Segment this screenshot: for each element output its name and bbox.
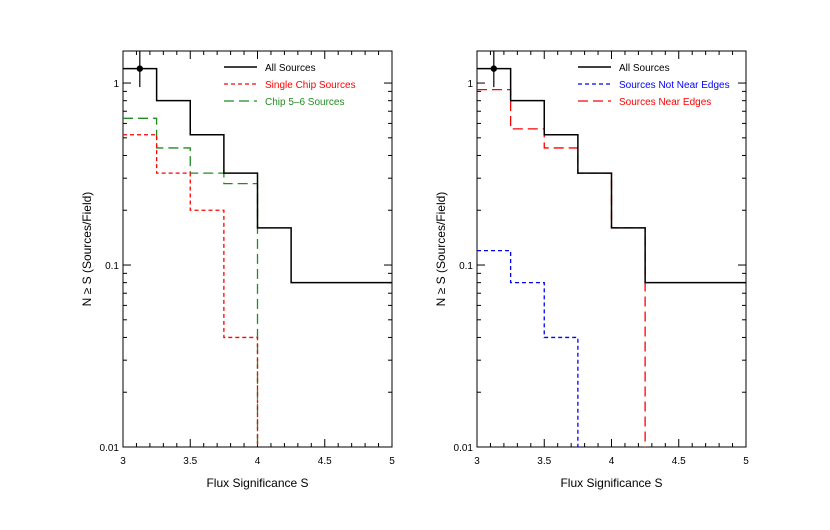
y-axis-label: N ≥ S (Sources/Field) [434, 192, 448, 307]
legend-entry-all-sources: All Sources [578, 63, 670, 74]
series-layer [123, 67, 392, 447]
y-tick-label: 1 [467, 79, 473, 90]
x-tick-label: 4.5 [318, 456, 332, 467]
legend-entry-chip-5-6: Chip 5–6 Sources [224, 97, 345, 108]
data-point-layer [136, 51, 144, 88]
legend-label: Sources Not Near Edges [619, 80, 730, 91]
series-all-sources [477, 67, 746, 284]
series-single-chip-sources [123, 134, 259, 447]
x-axis-label: Flux Significance S [206, 476, 308, 490]
legend-entry-not-near-edges: Sources Not Near Edges [578, 80, 730, 91]
plot-frame [476, 50, 747, 448]
series-chip-5-6-sources [123, 117, 259, 447]
legend-entry-single-chip: Single Chip Sources [224, 80, 356, 91]
data-point [136, 65, 144, 72]
x-tick-label: 3 [120, 456, 126, 467]
x-tick-label: 4.5 [672, 456, 686, 467]
x-tick-label: 3 [474, 456, 480, 467]
y-tick-labels: 1 0.1 0.01 [100, 79, 120, 454]
y-tick-label: 0.1 [459, 261, 473, 272]
series-layer [477, 67, 746, 447]
x-axis-label: Flux Significance S [560, 476, 662, 490]
left-panel: 3 3.5 4 4.5 5 1 0.1 0.01 Flux Significan… [80, 50, 395, 490]
right-panel: 3 3.5 4 4.5 5 1 0.1 0.01 Flux Significan… [434, 50, 749, 490]
data-point-layer [490, 51, 498, 88]
x-tick-labels: 3 3.5 4 4.5 5 [120, 456, 395, 467]
y-tick-label: 0.01 [100, 443, 120, 454]
y-axis-label: N ≥ S (Sources/Field) [80, 192, 94, 307]
x-tick-label: 5 [743, 456, 749, 467]
x-tick-label: 3.5 [183, 456, 197, 467]
legend-label: All Sources [265, 63, 316, 74]
x-tick-label: 4 [255, 456, 261, 467]
legend-entry-all-sources: All Sources [224, 63, 316, 74]
data-point [490, 65, 498, 72]
axis-ticks [122, 51, 393, 448]
x-tick-label: 3.5 [537, 456, 551, 467]
legend-label: All Sources [619, 63, 670, 74]
y-tick-label: 1 [113, 79, 119, 90]
y-tick-label: 0.1 [105, 261, 119, 272]
legend: All Sources Sources Not Near Edges Sourc… [578, 63, 730, 108]
series-sources-not-near-edges [477, 249, 579, 447]
y-tick-labels: 1 0.1 0.01 [454, 79, 474, 454]
x-tick-label: 5 [389, 456, 395, 467]
legend: All Sources Single Chip Sources Chip 5–6… [224, 63, 356, 108]
series-sources-near-edges [477, 88, 646, 447]
legend-label: Single Chip Sources [265, 80, 356, 91]
legend-label: Chip 5–6 Sources [265, 97, 345, 108]
y-tick-label: 0.01 [454, 443, 474, 454]
x-tick-label: 4 [609, 456, 615, 467]
x-tick-labels: 3 3.5 4 4.5 5 [474, 456, 749, 467]
legend-entry-near-edges: Sources Near Edges [578, 97, 711, 108]
series-all-sources [123, 67, 392, 284]
axis-ticks [476, 51, 747, 448]
legend-label: Sources Near Edges [619, 97, 711, 108]
